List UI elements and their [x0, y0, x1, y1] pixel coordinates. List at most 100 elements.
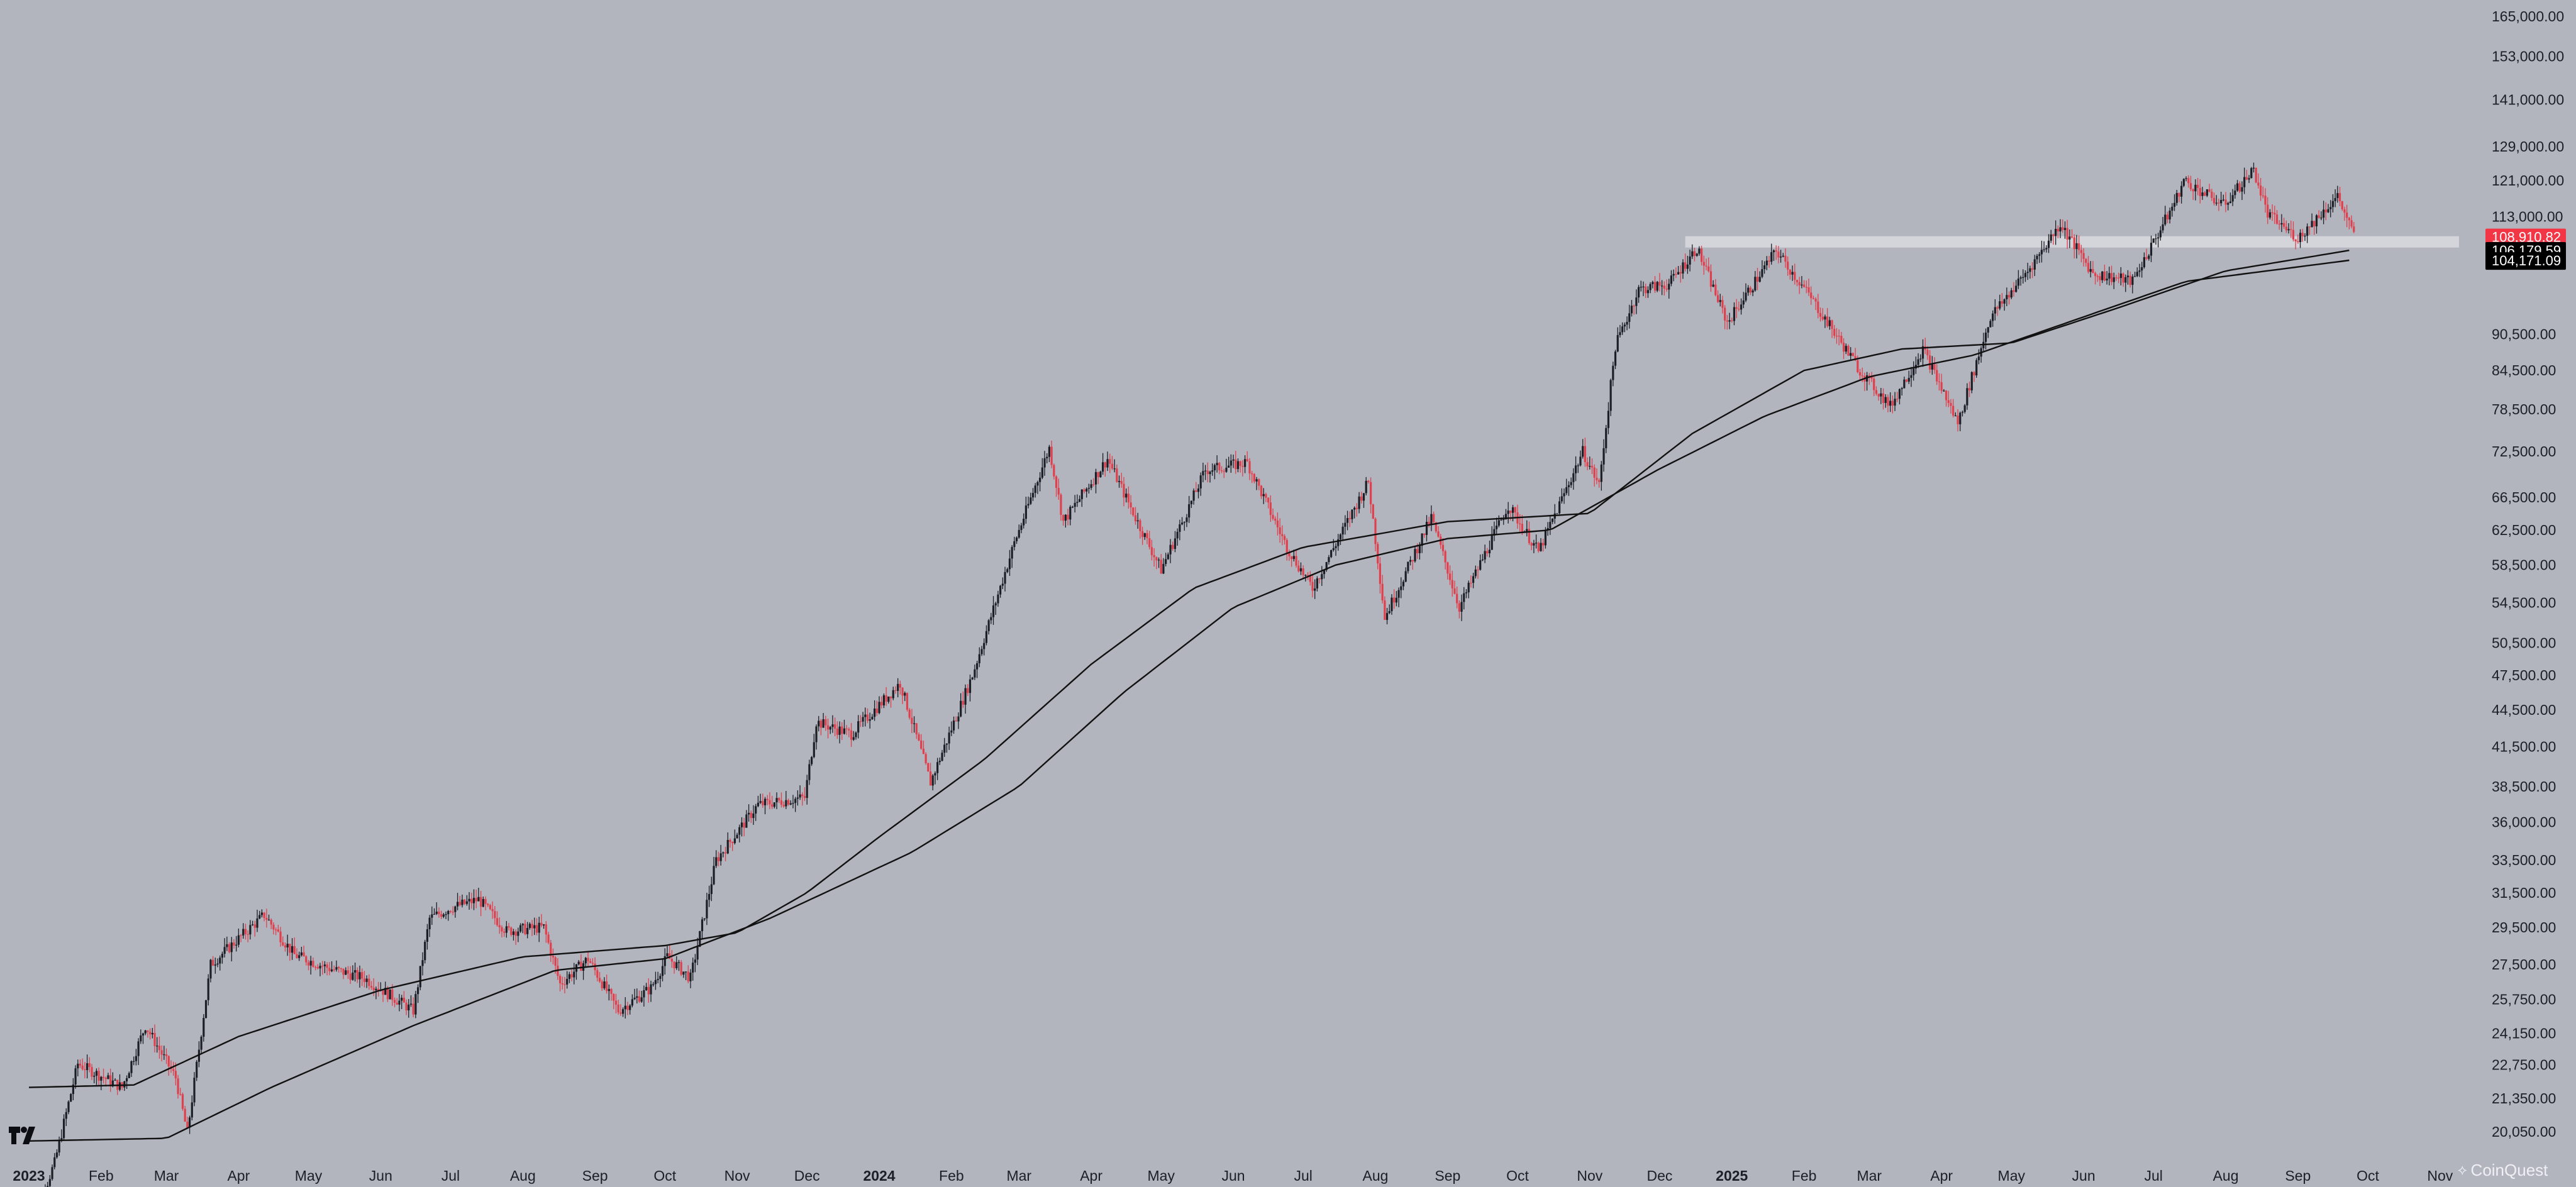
candle: [1726, 314, 1728, 330]
candle: [2078, 235, 2080, 255]
candle: [1779, 250, 1782, 263]
candle: [1484, 544, 1486, 563]
candle: [945, 743, 948, 753]
candle: [1202, 462, 1204, 483]
candle: [729, 838, 731, 848]
candle: [2166, 211, 2169, 224]
candle: [2268, 209, 2272, 220]
candle: [1481, 554, 1484, 561]
candle: [2022, 269, 2024, 284]
candle: [88, 1057, 91, 1073]
candle: [1537, 541, 1540, 553]
candle: [1180, 517, 1184, 526]
candle: [1248, 458, 1251, 480]
time-axis[interactable]: 2023 Feb Mar Apr May Jun Jul Aug Sep Oct Nov Dec 202…: [13, 1168, 2453, 1184]
candle: [440, 910, 443, 919]
time-axis-month-label: Aug: [2213, 1168, 2239, 1184]
candle: [570, 969, 573, 981]
candle: [862, 712, 864, 727]
candle: [1973, 371, 1975, 382]
candle: [1316, 576, 1319, 592]
candle: [1668, 279, 1670, 299]
candle: [1351, 509, 1353, 523]
candle: [2096, 274, 2099, 282]
price-axis-label: 21,350.00: [2492, 1090, 2556, 1107]
candle: [1074, 495, 1076, 513]
candle: [710, 876, 713, 902]
candle: [864, 707, 867, 727]
candle: [81, 1058, 84, 1071]
candle: [1728, 312, 1731, 329]
candle: [606, 974, 608, 994]
price-axis[interactable]: 165,000.00 153,000.00 141,000.00 129,000.00…: [2492, 8, 2564, 1140]
candle: [1225, 458, 1228, 473]
candle: [1558, 497, 1561, 514]
candle: [1665, 279, 1668, 292]
candle: [1134, 507, 1137, 525]
candle: [757, 795, 760, 807]
candle: [191, 1095, 193, 1120]
candle: [1689, 250, 1691, 272]
candle: [1381, 575, 1384, 604]
candle: [2047, 234, 2050, 253]
candle: [1213, 463, 1216, 480]
candle: [1204, 465, 1207, 480]
candle: [454, 905, 457, 918]
candle: [931, 774, 934, 791]
time-axis-month-label: Jul: [1294, 1168, 1312, 1184]
candle: [487, 903, 489, 907]
candle: [188, 1115, 191, 1134]
candle: [1211, 463, 1214, 476]
candle: [1085, 487, 1088, 498]
candle: [1421, 533, 1423, 553]
candle: [452, 906, 454, 915]
candle: [372, 978, 375, 997]
candle: [1036, 480, 1039, 494]
candle: [589, 958, 592, 964]
candle: [1798, 277, 1801, 294]
candle: [941, 749, 943, 762]
candle: [924, 752, 927, 765]
candle: [151, 1027, 153, 1039]
candle: [177, 1074, 179, 1099]
candle: [904, 691, 906, 702]
candle: [1441, 538, 1445, 556]
candle: [1840, 331, 1843, 345]
candle: [610, 988, 613, 1001]
candle: [894, 686, 897, 694]
candle: [1220, 466, 1223, 473]
candle: [1572, 468, 1575, 490]
candle: [1714, 279, 1717, 297]
time-axis-month-label: Feb: [939, 1168, 964, 1184]
candle: [170, 1060, 172, 1073]
candle: [952, 716, 955, 734]
candle: [528, 922, 531, 930]
candle: [2275, 210, 2279, 225]
candle: [2238, 181, 2241, 194]
candle: [256, 909, 258, 932]
candle: [1574, 456, 1577, 482]
price-axis-label: 25,750.00: [2492, 991, 2556, 1007]
candle: [2029, 265, 2031, 279]
candle: [2159, 226, 2162, 241]
tradingview-logo-icon[interactable]: [6, 1124, 44, 1147]
candle: [484, 896, 487, 910]
candle: [160, 1045, 163, 1062]
candle: [1712, 280, 1714, 287]
candle: [1064, 514, 1067, 528]
candle: [2257, 173, 2260, 189]
candle: [1020, 522, 1023, 534]
candle: [736, 832, 738, 839]
candle: [300, 946, 303, 957]
candle: [1884, 394, 1887, 408]
candle: [51, 1164, 53, 1181]
candle: [1130, 495, 1132, 515]
candle: [1556, 513, 1558, 514]
candle: [2212, 192, 2216, 206]
candle: [2080, 245, 2082, 263]
candle: [240, 934, 242, 942]
candle: [1814, 297, 1817, 311]
candle: [1362, 493, 1365, 508]
